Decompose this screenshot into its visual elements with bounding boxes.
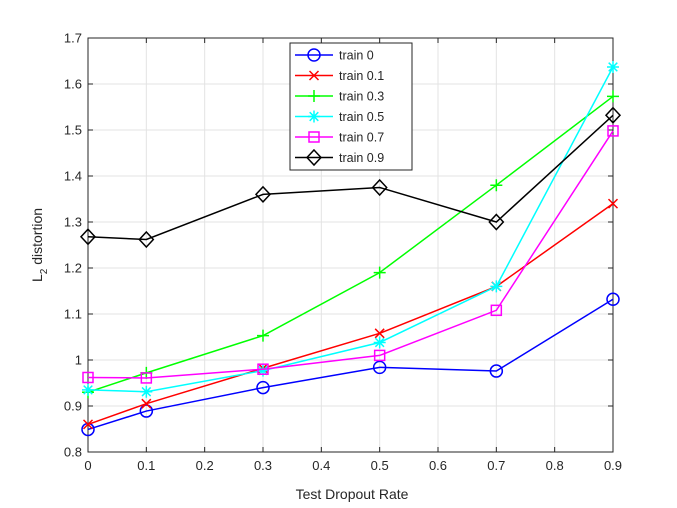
legend-label: train 0 <box>339 49 374 63</box>
data-point <box>257 329 269 342</box>
legend-item: train 0 <box>295 48 374 63</box>
data-point <box>257 364 269 377</box>
legend-item: train 0.1 <box>295 69 384 83</box>
y-tick-label: 1.2 <box>64 261 82 276</box>
data-point <box>606 292 620 307</box>
data-point <box>604 106 622 124</box>
x-tick-label: 0.4 <box>312 458 330 473</box>
x-axis-label: Test Dropout Rate <box>296 486 409 502</box>
series-line <box>87 202 614 426</box>
y-tick-label: 1.5 <box>64 123 82 138</box>
series-train-0-9 <box>79 106 622 249</box>
legend-item: train 0.9 <box>295 148 384 167</box>
series-layer <box>79 60 622 437</box>
series-train-0-3 <box>82 90 619 399</box>
y-tick-label: 1.3 <box>64 215 82 230</box>
legend-marker <box>308 110 320 123</box>
legend-label: train 0.3 <box>339 90 384 104</box>
data-point <box>82 383 94 396</box>
y-axis-label-main: L <box>29 274 45 282</box>
data-point <box>373 266 386 279</box>
series-line <box>87 298 614 431</box>
axes: 0 0.1 0.2 0.3 0.4 0.5 0.6 0.7 0.8 0.9 0.8 0.9 1 1.1 1.… <box>64 31 622 474</box>
y-tick-label: 1.1 <box>64 307 82 322</box>
data-point <box>373 336 386 349</box>
data-point <box>489 364 504 378</box>
data-point <box>256 380 270 395</box>
legend-label: train 0.5 <box>339 110 384 124</box>
data-point <box>490 280 503 293</box>
data-point <box>490 304 503 317</box>
data-point <box>140 372 153 384</box>
legend-marker <box>307 48 321 62</box>
data-point <box>82 371 94 384</box>
x-tick-label: 0.7 <box>487 458 505 473</box>
data-point <box>607 125 619 137</box>
data-point <box>490 179 503 192</box>
data-point <box>138 230 155 249</box>
data-point <box>79 228 97 246</box>
data-point <box>257 363 269 375</box>
legend-item: train 0.5 <box>295 110 384 124</box>
y-tick-label: 0.9 <box>64 399 82 414</box>
x-tick-label: 0.3 <box>254 458 272 473</box>
y-tick-label: 1.4 <box>64 169 82 184</box>
x-tick-label: 0.2 <box>196 458 214 473</box>
data-point <box>82 419 94 430</box>
series-line <box>87 130 614 379</box>
legend-marker <box>305 148 323 167</box>
data-point <box>254 185 272 203</box>
legend-box <box>289 42 413 171</box>
y-axis-label-subscript: 2 <box>39 268 50 274</box>
legend: train 0 train 0.1 train 0.3 train 0.5 train … <box>289 42 413 171</box>
y-axis-label-suffix: distortion <box>29 208 45 269</box>
series-line <box>87 114 614 241</box>
legend-label: train 0.9 <box>339 151 384 165</box>
y-tick-label: 1 <box>75 353 82 368</box>
legend-marker <box>308 90 320 102</box>
data-point <box>139 404 154 418</box>
legend-marker <box>308 70 320 81</box>
x-tick-label: 0.8 <box>546 458 564 473</box>
legend-label: train 0.1 <box>339 69 384 83</box>
series-line <box>87 95 614 393</box>
series-train-0-5 <box>82 60 619 398</box>
y-tick-label: 1.7 <box>64 31 82 46</box>
data-point <box>372 360 387 375</box>
y-axis-label: L2 distortion <box>29 208 50 282</box>
data-point <box>140 385 153 398</box>
data-point <box>607 60 619 73</box>
data-point <box>607 198 619 209</box>
legend-item: train 0.7 <box>295 131 384 145</box>
data-point <box>141 398 152 409</box>
data-point <box>488 213 505 231</box>
x-tick-label: 0.6 <box>429 458 447 473</box>
legend-item: train 0.3 <box>295 90 384 104</box>
y-tick-label: 1.6 <box>64 77 82 92</box>
data-point <box>371 178 388 197</box>
legend-label: train 0.7 <box>339 131 384 145</box>
series-train-0-7 <box>82 125 619 384</box>
x-tick-label: 0.1 <box>137 458 155 473</box>
y-tick-label: 0.8 <box>64 445 82 460</box>
series-train-0 <box>81 292 620 437</box>
x-tick-label: 0.5 <box>371 458 389 473</box>
x-tick-label: 0.9 <box>604 458 622 473</box>
data-point <box>374 328 385 339</box>
legend-marker <box>308 131 320 143</box>
data-point <box>373 349 386 362</box>
x-tick-label: 0 <box>84 458 91 473</box>
data-point <box>607 90 619 103</box>
series-line <box>87 66 614 393</box>
